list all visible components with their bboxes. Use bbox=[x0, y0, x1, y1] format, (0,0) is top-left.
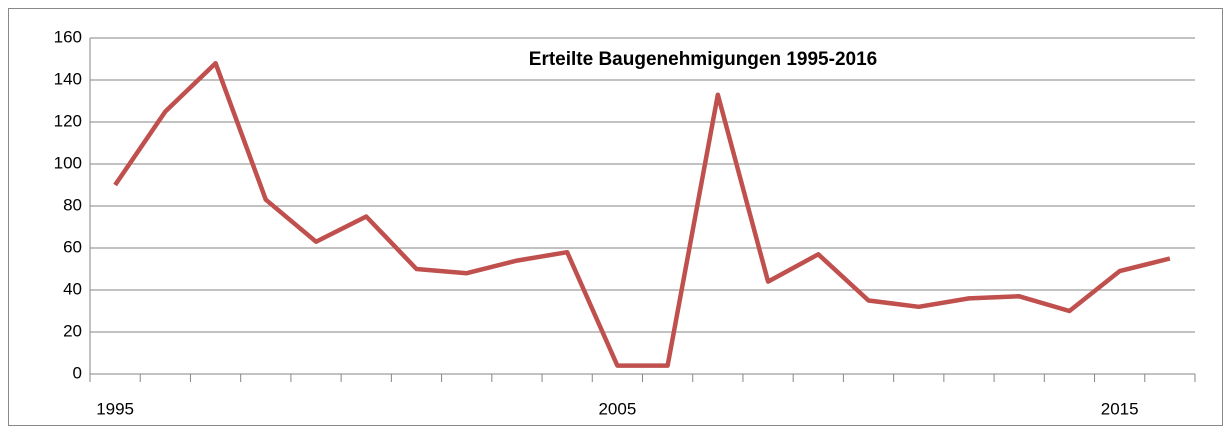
y-tick-label: 120 bbox=[54, 111, 82, 130]
y-tick-label: 140 bbox=[54, 69, 82, 88]
y-tick-label: 160 bbox=[54, 27, 82, 46]
x-tick-label: 2005 bbox=[598, 399, 636, 418]
x-tick-label: 2015 bbox=[1101, 399, 1139, 418]
y-tick-label: 20 bbox=[63, 321, 82, 340]
y-tick-label: 40 bbox=[63, 279, 82, 298]
line-series bbox=[113, 60, 1171, 368]
y-tick-label: 100 bbox=[54, 153, 82, 172]
y-tick-label: 80 bbox=[63, 195, 82, 214]
y-tick-label: 0 bbox=[73, 363, 82, 382]
x-tick-label: 1995 bbox=[96, 399, 134, 418]
y-tick-label: 60 bbox=[63, 237, 82, 256]
chart-title: Erteilte Baugenehmigungen 1995-2016 bbox=[529, 49, 877, 70]
